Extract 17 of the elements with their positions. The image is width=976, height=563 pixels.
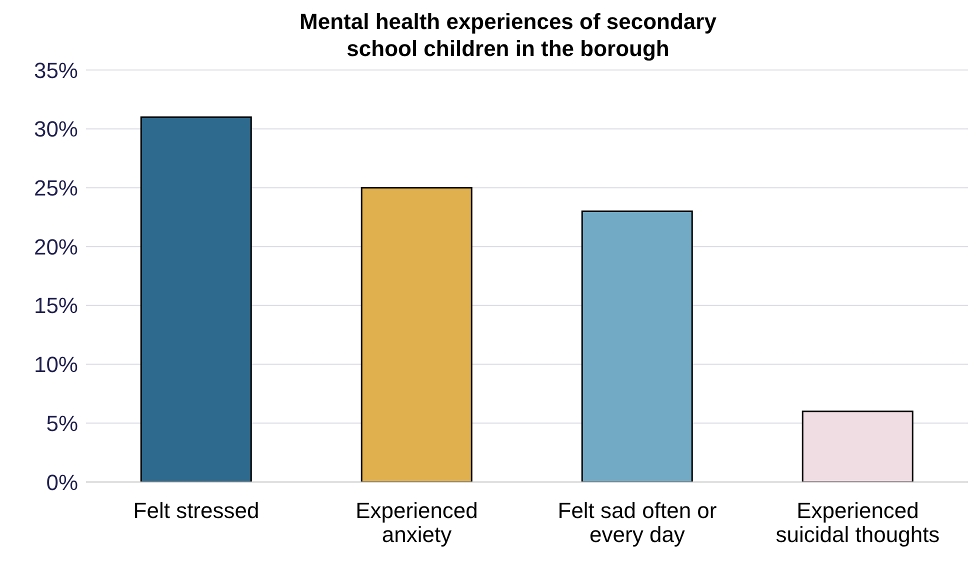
y-tick-label: 15%: [34, 293, 78, 318]
y-tick-label: 35%: [34, 58, 78, 83]
y-tick-label: 25%: [34, 176, 78, 201]
y-tick-label: 0%: [46, 470, 78, 495]
bar: [802, 410, 914, 482]
x-tick-label: Felt stressed: [133, 498, 260, 523]
x-tick-label: Experienced suicidal thoughts: [776, 498, 940, 547]
x-tick-label: Felt sad often or every day: [558, 498, 717, 547]
y-tick-label: 30%: [34, 116, 78, 142]
bar: [581, 210, 693, 482]
bar: [140, 116, 252, 482]
y-tick-label: 10%: [34, 352, 78, 378]
x-tick-label: Experienced anxiety: [356, 498, 478, 547]
y-tick-label: 5%: [46, 410, 78, 436]
y-tick-label: 20%: [34, 234, 78, 260]
bar: [360, 186, 472, 482]
chart-title: Mental health experiences of secondary school children in the borough: [298, 8, 718, 62]
